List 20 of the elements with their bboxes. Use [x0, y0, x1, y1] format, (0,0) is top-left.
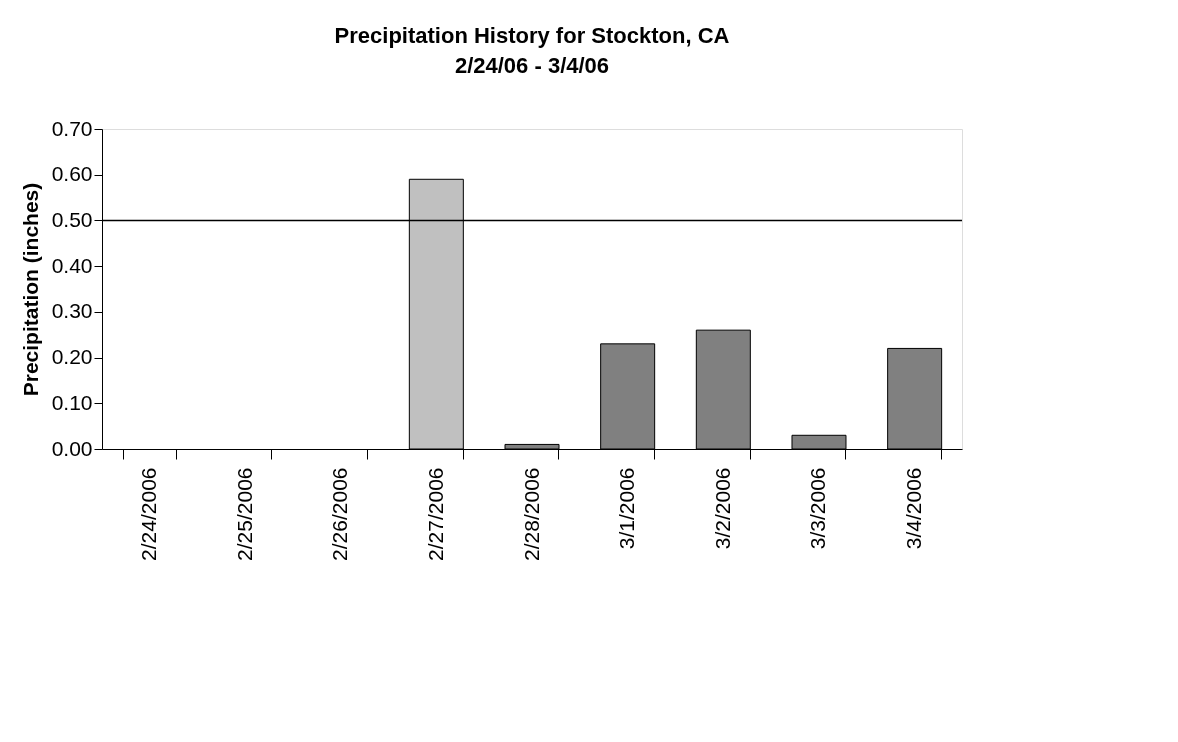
y-tick-label: 0.60: [51, 162, 93, 186]
y-tick-label: 0.00: [51, 436, 93, 460]
x-tick-label: 3/4/2006: [902, 467, 926, 550]
x-tick-label: 3/3/2006: [806, 467, 830, 550]
y-tick-label: 0.50: [51, 207, 93, 231]
x-tick-label: 3/1/2006: [615, 467, 639, 550]
chart-subtitle: 2/24/06 - 3/4/06: [454, 53, 610, 78]
y-tick-label: 0.10: [51, 390, 93, 414]
x-tick-label: 2/24/2006: [136, 467, 160, 561]
x-tick-label: 2/28/2006: [519, 467, 543, 561]
chart-title: Precipitation History for Stockton, CA: [334, 23, 730, 48]
x-tick-label: 2/27/2006: [423, 467, 447, 561]
y-tick-label: 0.70: [51, 116, 93, 140]
y-axis-title: Precipitation (inches): [18, 182, 42, 397]
x-tick-label: 2/25/2006: [232, 467, 256, 561]
x-tick-label: 3/2/2006: [710, 467, 734, 550]
y-tick-label: 0.40: [51, 253, 93, 277]
y-tick-label: 0.20: [51, 345, 93, 369]
y-tick-label: 0.30: [51, 299, 93, 323]
x-tick-label: 2/26/2006: [328, 467, 352, 561]
